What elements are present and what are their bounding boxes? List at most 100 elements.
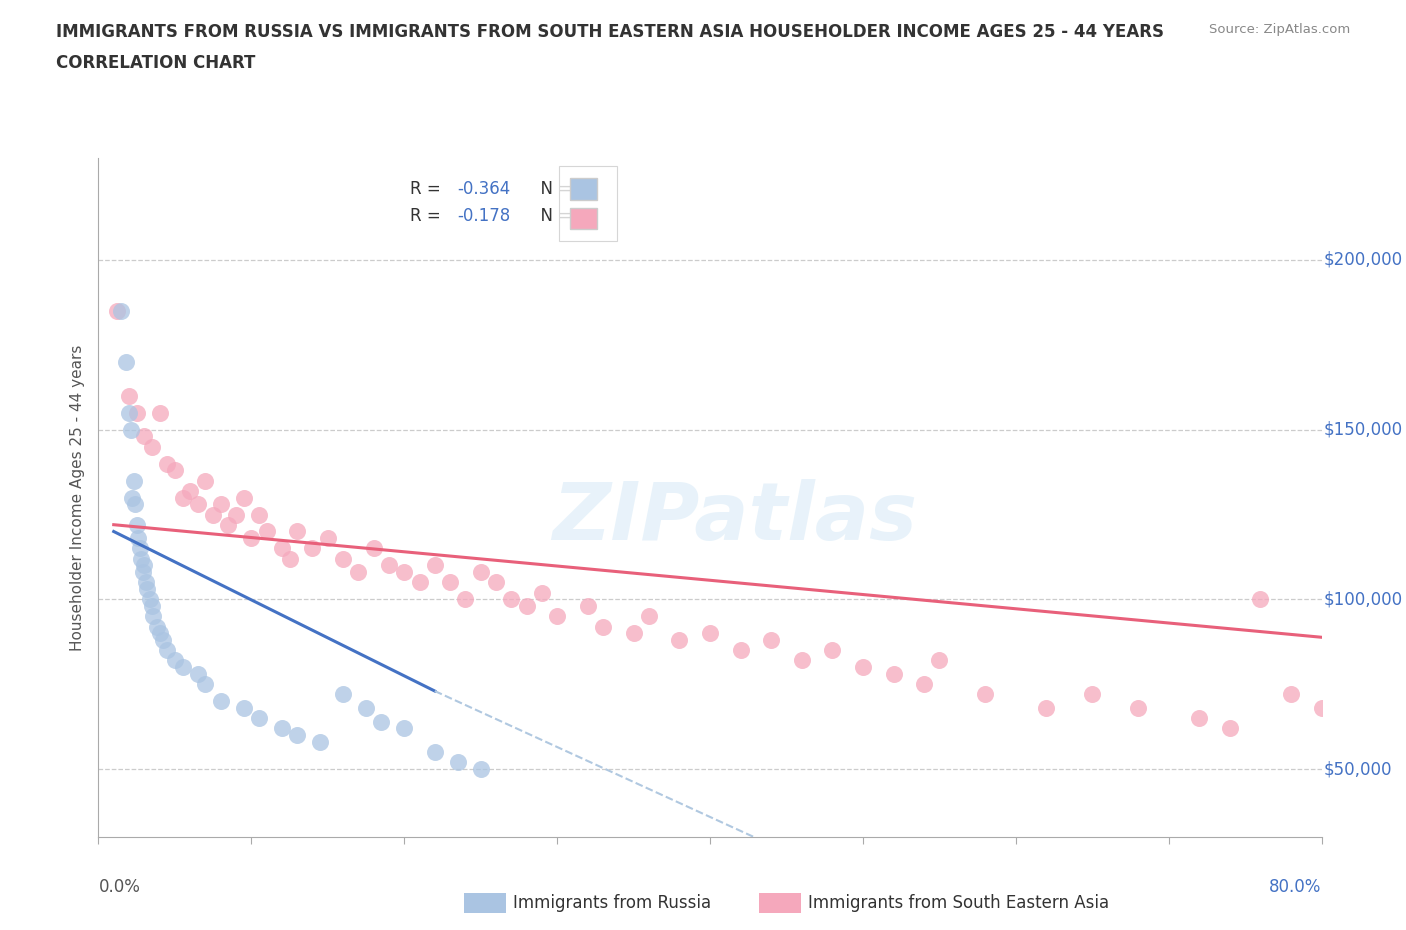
- Point: [163, 463, 186, 478]
- Point: [699, 626, 721, 641]
- Point: [1128, 700, 1150, 715]
- Point: [790, 653, 813, 668]
- Text: -0.178: -0.178: [457, 206, 510, 225]
- Point: [761, 632, 783, 647]
- Point: [135, 575, 157, 590]
- Point: [121, 490, 143, 505]
- Text: R =: R =: [411, 179, 446, 198]
- Point: [278, 551, 301, 566]
- Point: [423, 745, 446, 760]
- Text: $150,000: $150,000: [1324, 420, 1403, 439]
- Point: [470, 565, 492, 579]
- Point: [501, 591, 523, 606]
- Point: [270, 541, 294, 556]
- Point: [447, 755, 470, 770]
- Point: [730, 643, 752, 658]
- Point: [546, 609, 568, 624]
- Point: [152, 632, 174, 647]
- Point: [354, 700, 377, 715]
- Y-axis label: Householder Income Ages 25 - 44 years: Householder Income Ages 25 - 44 years: [70, 344, 86, 651]
- Point: [347, 565, 370, 579]
- Point: [163, 653, 186, 668]
- Point: [141, 439, 163, 454]
- Text: 80.0%: 80.0%: [1270, 878, 1322, 896]
- Text: N = 39: N = 39: [530, 179, 599, 198]
- Point: [247, 711, 270, 725]
- Point: [125, 405, 148, 420]
- Point: [516, 599, 538, 614]
- Point: [392, 721, 416, 736]
- Point: [149, 405, 172, 420]
- Point: [852, 660, 875, 675]
- Point: [285, 524, 308, 538]
- Point: [134, 558, 156, 573]
- Point: [118, 389, 141, 404]
- Point: [115, 354, 138, 369]
- Point: [378, 558, 401, 573]
- Text: Immigrants from South Eastern Asia: Immigrants from South Eastern Asia: [808, 894, 1109, 912]
- Point: [240, 531, 263, 546]
- Point: [1081, 687, 1104, 702]
- Point: [301, 541, 323, 556]
- Point: [134, 429, 156, 444]
- Text: R =: R =: [411, 206, 446, 225]
- Point: [128, 541, 150, 556]
- Point: [392, 565, 416, 579]
- Point: [623, 626, 645, 641]
- Point: [470, 762, 492, 777]
- Point: [194, 473, 217, 488]
- Point: [209, 694, 232, 709]
- Point: [118, 405, 141, 420]
- Point: [316, 531, 339, 546]
- Point: [485, 575, 508, 590]
- Point: [1219, 721, 1241, 736]
- Point: [928, 653, 950, 668]
- Point: [1188, 711, 1211, 725]
- Point: [270, 721, 294, 736]
- Point: [637, 609, 661, 624]
- Text: N = 65: N = 65: [530, 206, 599, 225]
- Point: [187, 667, 209, 682]
- Text: IMMIGRANTS FROM RUSSIA VS IMMIGRANTS FROM SOUTH EASTERN ASIA HOUSEHOLDER INCOME : IMMIGRANTS FROM RUSSIA VS IMMIGRANTS FRO…: [56, 23, 1164, 41]
- Point: [232, 490, 254, 505]
- Point: [592, 619, 614, 634]
- Point: [202, 507, 225, 522]
- Text: $50,000: $50,000: [1324, 760, 1392, 778]
- Point: [370, 714, 392, 729]
- Text: -0.364: -0.364: [457, 179, 510, 198]
- Point: [149, 626, 172, 641]
- Point: [209, 497, 232, 512]
- Point: [124, 497, 146, 512]
- Point: [332, 551, 354, 566]
- Point: [145, 619, 167, 634]
- Point: [122, 473, 145, 488]
- Point: [120, 422, 142, 437]
- Point: [247, 507, 270, 522]
- Point: [309, 735, 332, 750]
- Point: [132, 565, 155, 579]
- Point: [225, 507, 247, 522]
- Point: [194, 677, 217, 692]
- Text: ZIPatlas: ZIPatlas: [553, 479, 917, 557]
- Point: [363, 541, 385, 556]
- Point: [883, 667, 905, 682]
- Point: [332, 687, 354, 702]
- Point: [187, 497, 209, 512]
- Text: $100,000: $100,000: [1324, 591, 1403, 608]
- Point: [530, 585, 553, 600]
- Point: [217, 517, 239, 532]
- Text: Source: ZipAtlas.com: Source: ZipAtlas.com: [1209, 23, 1350, 36]
- Point: [1357, 687, 1379, 702]
- Text: Immigrants from Russia: Immigrants from Russia: [513, 894, 711, 912]
- Point: [576, 599, 599, 614]
- Point: [1310, 700, 1333, 715]
- Point: [1250, 591, 1272, 606]
- Point: [156, 457, 179, 472]
- Point: [127, 531, 149, 546]
- Point: [1326, 677, 1348, 692]
- Point: [110, 303, 132, 318]
- Point: [454, 591, 477, 606]
- Text: CORRELATION CHART: CORRELATION CHART: [56, 54, 256, 72]
- Legend: , : ,: [558, 166, 617, 241]
- Point: [142, 609, 165, 624]
